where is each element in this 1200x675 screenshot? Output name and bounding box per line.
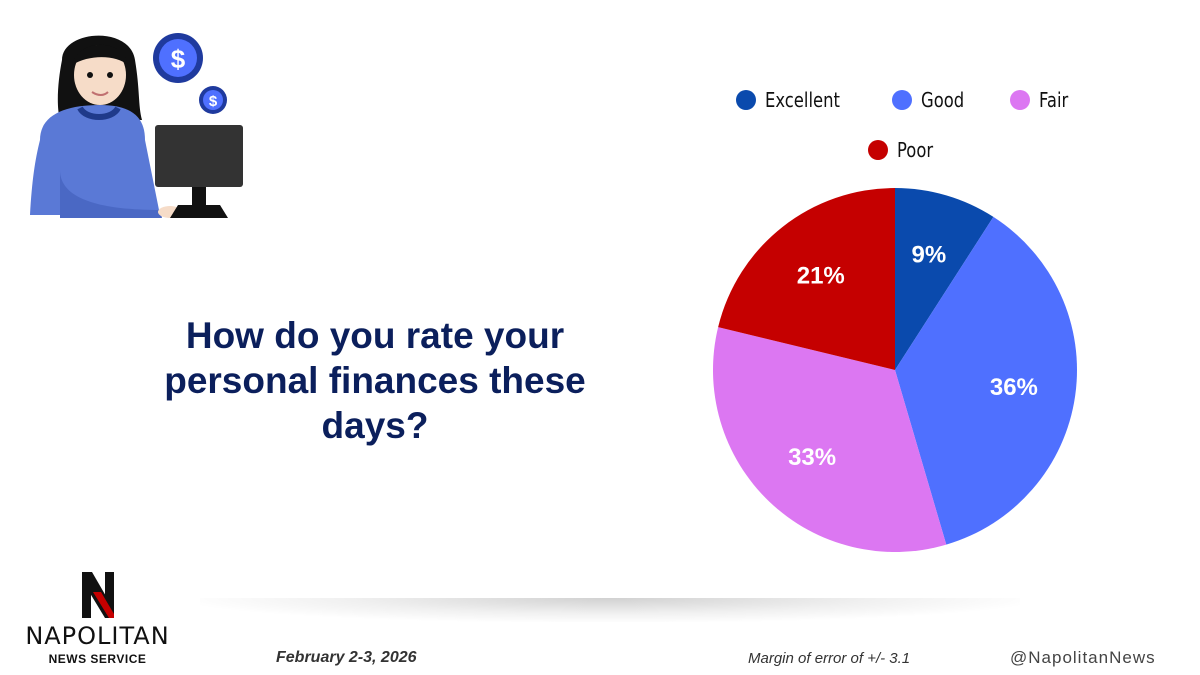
pie-slice-good[interactable] — [895, 216, 1077, 545]
legend-item-good[interactable]: Good — [892, 88, 974, 112]
legend-label-excellent: Excellent — [764, 88, 840, 112]
brand-name: NAPOLITAN — [25, 622, 170, 650]
chart-question-title: How do you rate your personal finances t… — [164, 315, 586, 446]
pie-label-fair: 33% — [788, 444, 836, 471]
legend-item-poor[interactable]: Poor — [868, 138, 941, 162]
legend-label-poor: Poor — [897, 138, 934, 162]
napolitan-logo: NAPOLITAN NEWS SERVICE — [20, 570, 175, 666]
legend-label-fair: Fair — [1038, 88, 1068, 112]
svg-text:$: $ — [209, 93, 218, 110]
pie-slice-poor[interactable] — [718, 188, 895, 370]
legend-swatch-fair — [1009, 90, 1030, 110]
legend-swatch-excellent — [735, 90, 756, 110]
pie-slice-fair[interactable] — [713, 327, 947, 552]
footer-margin-of-error: Margin of error of +/- 3.1 — [748, 650, 911, 667]
pie-chart: 9% 36% 33% 21% — [713, 188, 1077, 552]
footer-shadow-divider — [200, 598, 1020, 622]
svg-text:$: $ — [171, 44, 186, 74]
legend-item-fair[interactable]: Fair — [1009, 88, 1075, 112]
legend-swatch-good — [892, 90, 912, 110]
pie-label-poor: 21% — [797, 263, 845, 290]
woman-computer-illustration: $ $ — [20, 20, 260, 230]
footer-social-handle[interactable]: @NapolitanNews — [1010, 648, 1156, 667]
pie-label-good: 36% — [990, 374, 1038, 401]
chart-legend: Excellent Good Fair Poor — [735, 88, 1070, 188]
brand-subtitle: NEWS SERVICE — [48, 652, 147, 666]
napolitan-n-logo-icon — [81, 572, 114, 618]
pie-slice-excellent[interactable] — [895, 188, 994, 370]
legend-item-excellent[interactable]: Excellent — [735, 88, 856, 112]
legend-label-good: Good — [921, 88, 965, 112]
footer-date: February 2-3, 2026 — [276, 649, 417, 666]
legend-swatch-poor — [868, 140, 889, 160]
pie-label-excellent: 9% — [911, 242, 946, 269]
